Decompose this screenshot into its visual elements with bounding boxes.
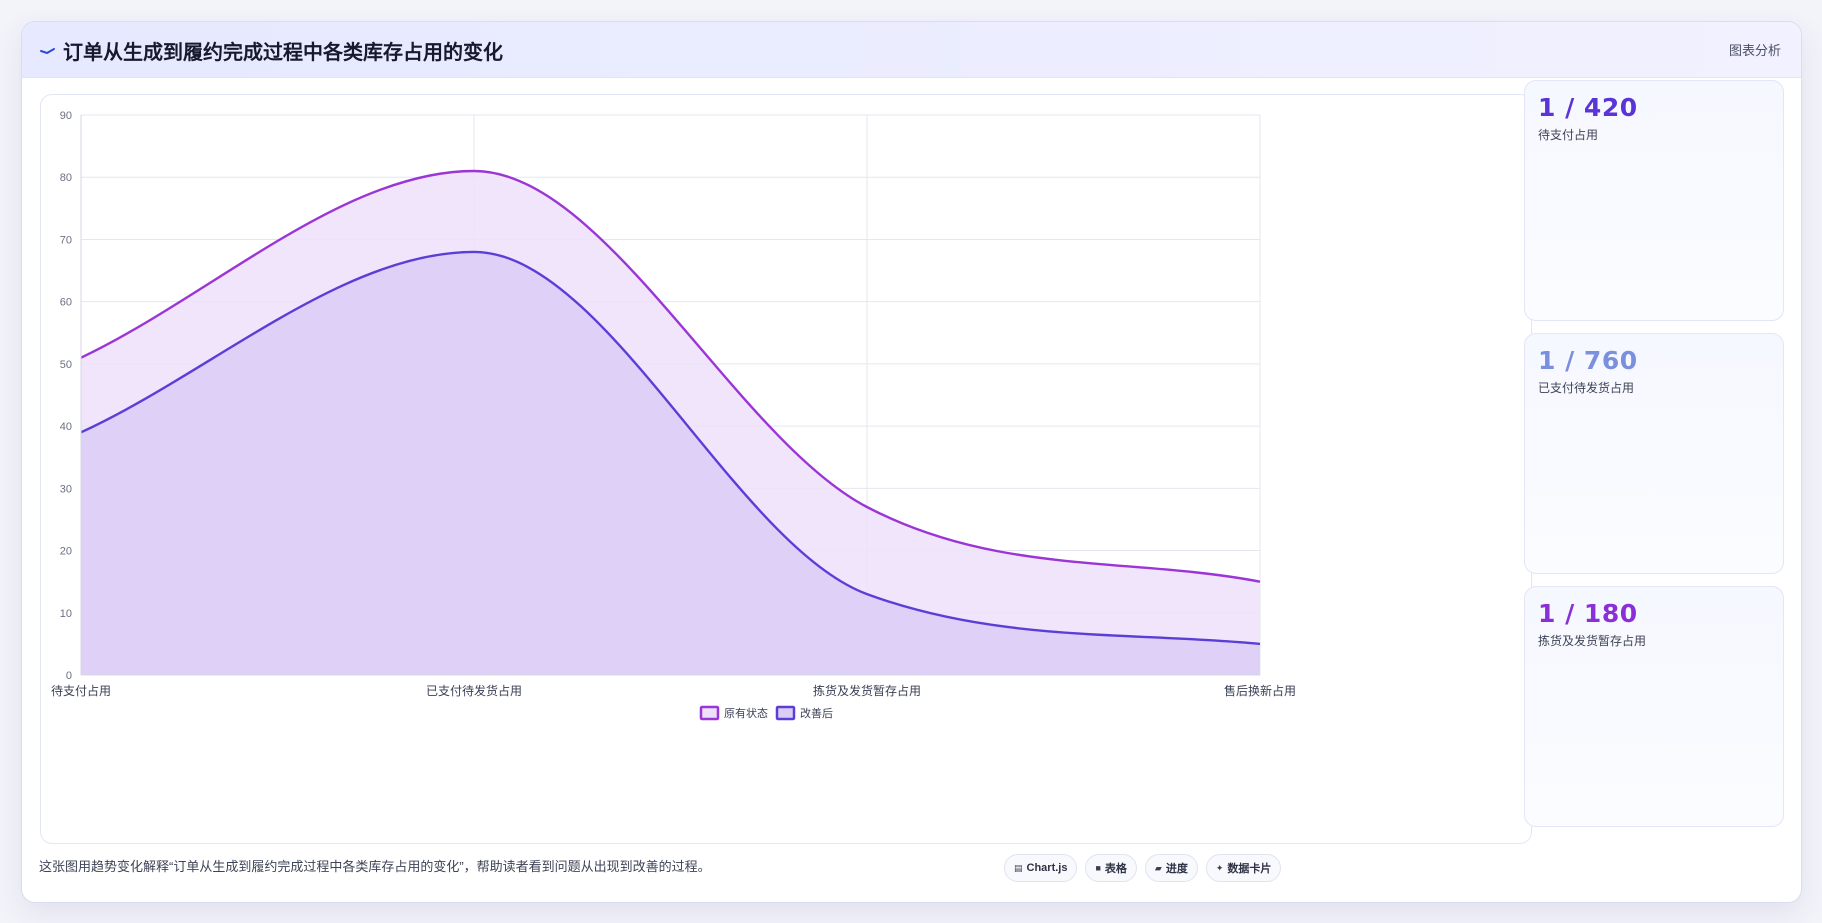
x-tick-label: 已支付待发货占用 [426,683,522,698]
tag-progress[interactable]: ▰ 进度 [1144,854,1198,882]
chart-panel: 0 10 20 30 40 50 60 70 80 90 待支付占用 已支付待发货占用 拣货及发货暂存占… [40,94,1532,844]
stat-card-0: 1 / 420 待支付占用 [1524,80,1784,321]
x-tick-label: 售后换新占用 [1224,683,1296,698]
y-tick-label: 90 [60,110,72,122]
stat-value: 1 / 420 [1538,93,1638,122]
legend-label-1: 改善后 [800,706,833,720]
area-chart: 0 10 20 30 40 50 60 70 80 90 待支付占用 已支付待发货占用 拣货及发货暂存占… [51,110,1296,721]
series-line-1 [80,250,1261,646]
tag-label: 进度 [1165,863,1188,875]
stat-card-2: 1 / 180 拣货及发货暂存占用 [1524,586,1784,827]
feature-tags: ▤ Chart.js ■ 表格 ▰ 进度 ✦ 数据卡片 [1004,854,1282,882]
y-tick-label: 20 [60,546,72,558]
y-tick-label: 0 [66,670,72,682]
y-tick-label: 80 [60,172,72,184]
chart-analysis-tag: 图表分析 [1728,43,1781,58]
x-tick-label: 待支付占用 [51,683,111,698]
sparkle-icon: ✦ [1215,862,1224,873]
tag-label: 表格 [1104,863,1127,875]
y-tick-label: 50 [60,359,72,371]
tag-data-card[interactable]: ✦ 数据卡片 [1205,854,1282,882]
tag-chartjs[interactable]: ▤ Chart.js [1004,854,1078,882]
x-tick-label: 拣货及发货暂存占用 [813,683,921,698]
stat-value: 1 / 180 [1538,599,1638,628]
stat-value: 1 / 760 [1538,346,1638,375]
tag-label: 数据卡片 [1227,863,1272,875]
stat-label: 拣货及发货暂存占用 [1538,634,1647,648]
legend-swatch-0 [699,705,720,721]
table-icon: ■ [1095,863,1101,873]
series-line-0 [80,169,1261,583]
chart-card: 订单从生成到履约完成过程中各类库存占用的变化 图表分析 0 10 20 30 40 50 6… [21,21,1802,903]
tag-label: Chart.js [1026,862,1068,874]
chart-description: 这张图用趋势变化解释“订单从生成到履约完成过程中各类库存占用的变化”，帮助读者看… [39,859,711,874]
y-tick-label: 60 [60,297,72,309]
legend-swatch-1 [775,705,796,721]
stat-label: 已支付待发货占用 [1538,381,1635,395]
y-tick-label: 70 [60,234,72,246]
chart-icon: ▤ [1014,862,1023,873]
trend-icon [40,48,55,55]
series-area-1 [81,251,1260,675]
progress-icon: ▰ [1154,862,1162,873]
y-tick-label: 40 [60,421,72,433]
card-header: 订单从生成到履约完成过程中各类库存占用的变化 图表分析 [22,22,1801,78]
y-tick-label: 30 [60,483,72,495]
y-tick-label: 10 [60,608,72,620]
stat-label: 待支付占用 [1538,128,1599,142]
stat-card-1: 1 / 760 已支付待发货占用 [1524,333,1784,574]
page-title: 订单从生成到履约完成过程中各类库存占用的变化 [63,42,503,64]
tag-table[interactable]: ■ 表格 [1085,854,1137,882]
legend-label-0: 原有状态 [724,706,768,720]
